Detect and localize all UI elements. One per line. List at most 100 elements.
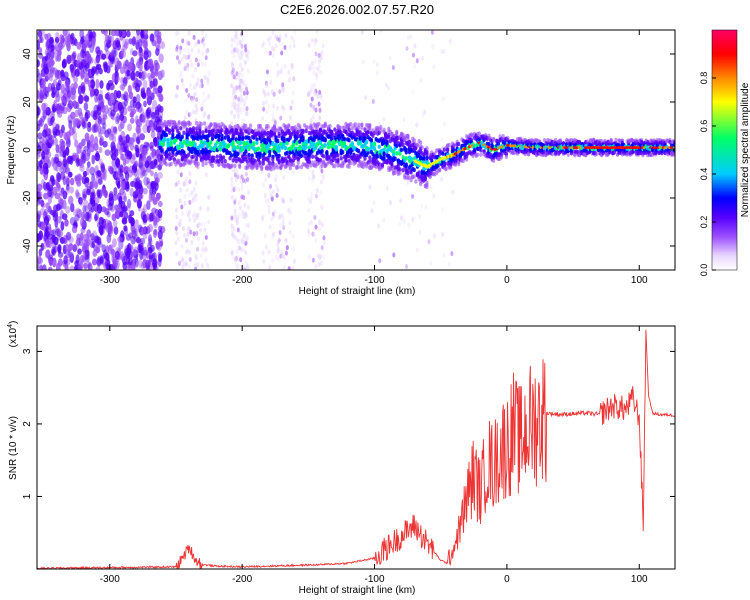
spectrogram-cell: [238, 78, 242, 84]
spectrogram-cell: [398, 167, 402, 172]
spectrogram-cell: [288, 229, 292, 235]
spectrogram-cell: [138, 158, 143, 166]
spectrogram-cell: [336, 153, 340, 158]
spectrogram-cell: [157, 85, 163, 94]
spectrogram-cell: [174, 225, 178, 231]
spectrogram-cell: [182, 181, 186, 187]
spectrogram-cell: [392, 252, 396, 258]
spectrogram-cell: [192, 186, 196, 192]
spectrogram-cell: [209, 140, 213, 145]
spectrogram-cell: [243, 241, 247, 247]
spectrogram-cell: [312, 104, 316, 110]
spectrogram-cell: [84, 152, 90, 162]
spectrogram-cell: [143, 30, 148, 37]
spectrogram-cell: [319, 253, 323, 259]
spectrogram-cell: [131, 227, 137, 235]
spectrogram-cell: [45, 106, 51, 116]
spectrogram-cell: [190, 149, 194, 155]
spectrogram-cell: [187, 152, 191, 157]
spectrogram-cell: [275, 61, 279, 67]
spectrogram-cell: [276, 248, 280, 254]
spectrogram-cell: [129, 117, 135, 124]
spectrogram-cell: [322, 235, 326, 241]
spectrogram-cell: [65, 165, 69, 173]
spectrogram-cell: [441, 207, 445, 213]
spectrogram-cell: [360, 125, 364, 131]
spectrogram-cell: [102, 114, 108, 121]
spectrogram-cell: [186, 181, 190, 187]
spectrogram-cell: [237, 74, 241, 80]
spectrogram-cell: [200, 106, 204, 112]
spectrogram-cell: [241, 79, 245, 85]
spectrogram-cell: [341, 150, 345, 155]
spectrogram-cell: [415, 122, 419, 128]
spectrogram-cell: [385, 139, 389, 144]
spectrogram-cell: [405, 46, 409, 52]
spectrogram-cell: [230, 120, 234, 126]
spectrogram-cell: [279, 222, 283, 228]
spectrogram-cell: [261, 214, 265, 220]
spectrogram-cell: [188, 256, 192, 262]
spectrogram-cell: [127, 198, 132, 209]
spectrogram-cell: [193, 91, 197, 97]
spectrogram-cell: [175, 47, 179, 53]
spectrogram-cell: [399, 147, 404, 153]
spectrogram-cell: [97, 115, 102, 125]
spectrogram-cell: [190, 97, 194, 103]
spectrogram-cell: [194, 103, 198, 109]
spectrogram-cell: [54, 52, 59, 62]
spectrogram-cell: [310, 96, 314, 102]
spectrogram-cell: [188, 179, 192, 185]
spectrogram-cell: [240, 247, 244, 253]
spectrogram-cell: [206, 206, 210, 212]
spectrogram-cell: [181, 226, 185, 232]
spectrogram-cell: [318, 226, 322, 232]
spectrogram-cell: [320, 205, 324, 211]
spectrogram-cell: [123, 91, 129, 101]
spectrogram-cell: [307, 176, 311, 182]
spectrogram-cell: [141, 91, 147, 100]
spectrogram-cell: [307, 231, 311, 237]
spectrogram-cell: [47, 240, 52, 249]
spectrogram-cell: [233, 213, 237, 219]
spectrogram-cell: [95, 246, 101, 254]
spectrogram-cell: [181, 83, 185, 89]
spectrogram-cell: [63, 149, 67, 158]
spectrogram-cell: [89, 90, 94, 98]
spectrogram-cell: [271, 112, 275, 118]
spectrogram-cell: [175, 46, 179, 52]
spectrogram-cell: [99, 80, 104, 89]
spectrogram-cell: [310, 38, 314, 44]
spectrogram-cell: [185, 187, 189, 193]
spectrogram-cell: [349, 160, 353, 166]
spectrogram-cell: [177, 179, 181, 185]
spectrogram-cell: [360, 30, 364, 35]
spectrogram-cell: [187, 41, 191, 47]
spectrogram-cell: [183, 66, 187, 72]
spectrogram-cell: [357, 148, 361, 154]
spectrogram-cell: [190, 47, 194, 53]
spectrogram-cell: [276, 138, 280, 144]
spectrogram-cell: [417, 170, 421, 175]
spectrogram-cell: [379, 125, 383, 130]
spectrogram-cell: [122, 205, 128, 212]
spectrogram-cell: [382, 116, 386, 122]
spectrogram-cell: [241, 135, 245, 140]
spectrogram-cell: [64, 218, 69, 227]
spectrogram-cell: [237, 163, 242, 168]
spectrogram-cell: [204, 172, 208, 178]
spectrogram-cell: [282, 225, 286, 231]
spectrogram-cell: [184, 238, 188, 244]
spectrogram-cell: [67, 90, 72, 97]
spectrogram-cell: [333, 140, 337, 145]
spectrogram-cell: [190, 159, 194, 164]
spectrogram-cell: [113, 186, 118, 196]
spectrogram-cell: [75, 118, 81, 127]
spectrogram-cell: [190, 239, 194, 245]
spectrogram-cell: [231, 94, 235, 100]
spectrogram-cell: [451, 189, 455, 195]
spectrogram-cell: [128, 91, 134, 100]
spectrogram-cell: [244, 83, 248, 89]
spectrogram-cell: [41, 201, 46, 209]
